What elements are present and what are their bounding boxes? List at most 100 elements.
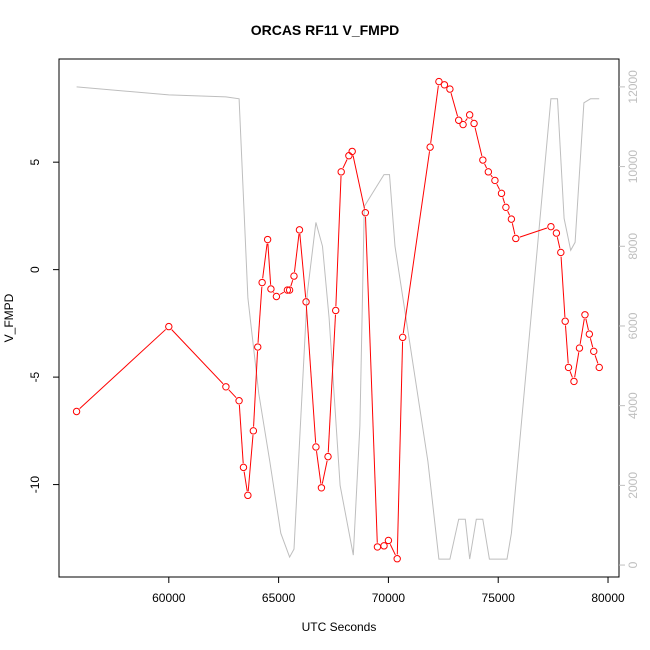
data-point xyxy=(479,156,487,164)
data-point xyxy=(561,317,569,325)
x-tick-label: 75000 xyxy=(482,591,516,605)
plot-area-frame xyxy=(58,58,620,578)
data-point xyxy=(348,147,356,156)
chart-title: ORCAS RF11 V_FMPD xyxy=(251,22,400,38)
y-tick-label: -10 xyxy=(28,476,42,494)
series-segment xyxy=(450,92,459,117)
series-segment xyxy=(471,118,473,120)
series-segment xyxy=(474,127,483,157)
data-point xyxy=(547,222,555,231)
data-point xyxy=(595,363,603,372)
data-point xyxy=(317,484,326,492)
x-tick-label: 70000 xyxy=(372,591,406,605)
series-segment xyxy=(490,174,493,178)
y2-tick-label: 4000 xyxy=(626,392,640,419)
data-point xyxy=(393,555,401,563)
series-segment xyxy=(585,318,589,331)
data-point xyxy=(459,120,467,129)
data-point xyxy=(165,322,173,331)
data-point xyxy=(373,543,382,551)
y-tick-label: 5 xyxy=(28,159,42,166)
series-segment xyxy=(560,256,566,318)
series-segment xyxy=(279,291,285,295)
series-segment xyxy=(511,223,516,235)
series-segment xyxy=(243,471,248,492)
series-segment xyxy=(352,155,365,209)
data-point xyxy=(581,311,589,319)
series-segment xyxy=(342,159,348,169)
data-point xyxy=(361,208,370,217)
series-segment xyxy=(389,544,396,556)
series-segment xyxy=(171,329,224,385)
series-segment xyxy=(579,318,585,345)
data-point xyxy=(446,85,454,93)
data-point xyxy=(290,272,298,280)
data-point xyxy=(254,343,262,351)
data-point xyxy=(465,111,474,119)
data-point xyxy=(491,176,499,185)
data-point xyxy=(557,248,565,257)
series-segment xyxy=(228,389,237,399)
y-axis: -10 -5 0 5 xyxy=(28,159,59,494)
data-point xyxy=(222,383,230,391)
x-tick-label: 65000 xyxy=(262,591,296,605)
data-point xyxy=(570,377,578,386)
data-point xyxy=(239,463,248,472)
x-tick-label: 60000 xyxy=(152,591,186,605)
series-segment xyxy=(574,352,580,378)
series-segment xyxy=(79,329,167,410)
data-point xyxy=(470,119,478,128)
series-segment xyxy=(335,176,342,307)
data-point xyxy=(512,234,520,243)
y-tick-label: -5 xyxy=(28,371,42,382)
y-axis-label: V_FMPD xyxy=(2,293,16,342)
y2-axis: 0 2000 4000 6000 8000 10000 12000 xyxy=(619,70,640,568)
data-point xyxy=(552,229,561,237)
series-segment xyxy=(247,434,254,492)
series-segment xyxy=(465,118,468,122)
y-tick-label: 0 xyxy=(28,266,42,273)
data-point xyxy=(285,286,294,294)
series-layer xyxy=(72,77,603,563)
x-tick-label: 80000 xyxy=(591,591,625,605)
data-point xyxy=(398,333,407,342)
data-point xyxy=(244,491,252,500)
y2-tick-label: 10000 xyxy=(626,150,640,184)
series-segment xyxy=(594,355,599,364)
series-segment xyxy=(262,243,268,279)
series-segment xyxy=(507,210,511,216)
series-segment xyxy=(496,183,501,190)
data-point xyxy=(585,330,594,338)
data-point xyxy=(324,452,332,461)
series-segment xyxy=(305,306,317,443)
data-point xyxy=(575,344,584,352)
data-point xyxy=(263,235,272,244)
x-axis-label: UTC Seconds xyxy=(302,620,377,634)
data-point xyxy=(497,189,506,198)
series-right-grey xyxy=(76,86,600,560)
series-line xyxy=(76,86,600,560)
series-segment xyxy=(253,351,259,427)
y2-tick-label: 8000 xyxy=(626,233,640,260)
data-point xyxy=(295,226,304,234)
data-point xyxy=(502,203,510,212)
series-segment xyxy=(321,460,328,484)
series-segment xyxy=(290,279,294,287)
data-point xyxy=(380,542,388,550)
series-segment xyxy=(569,371,573,378)
series-segment xyxy=(484,163,488,169)
data-point xyxy=(249,427,258,435)
series-segment xyxy=(299,234,307,298)
series-segment xyxy=(365,216,378,543)
series-segment xyxy=(238,404,244,464)
series-segment xyxy=(564,325,569,364)
y2-tick-label: 12000 xyxy=(626,70,640,104)
x-axis: 60000 65000 70000 75000 80000 xyxy=(152,577,625,605)
data-point xyxy=(312,443,320,451)
data-point xyxy=(384,536,393,545)
data-point xyxy=(267,285,275,293)
data-point xyxy=(235,397,243,405)
data-point xyxy=(345,152,353,160)
y2-tick-label: 2000 xyxy=(626,472,640,499)
data-point xyxy=(564,363,573,372)
